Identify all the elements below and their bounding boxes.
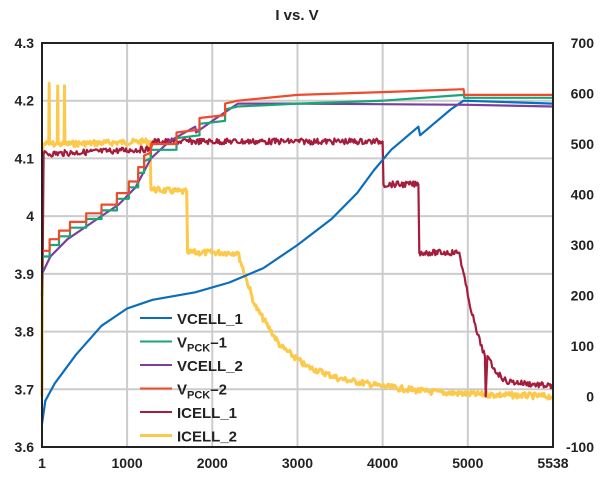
chart-title: I vs. V (275, 7, 318, 24)
y-right-tick-label: 0 (586, 389, 594, 405)
series-line-0 (40, 99, 554, 425)
y-left-tick-label: 3.8 (15, 324, 35, 340)
legend-label: VCELL_1 (177, 311, 243, 328)
y-left-tick-label: 3.7 (15, 381, 35, 397)
series-line-5 (40, 81, 555, 401)
legend-label: ICELL_1 (177, 405, 237, 422)
y-right-tick-label: 600 (571, 86, 595, 102)
y-right-tick-label: 100 (571, 338, 595, 354)
legend-label: VCELL_2 (177, 358, 243, 375)
x-tick-label: 3000 (282, 455, 313, 471)
y-left-tick-label: 3.6 (15, 439, 35, 455)
y-right-tick-label: 700 (571, 35, 595, 51)
y-right-tick-label: 400 (571, 187, 595, 203)
legend-label: VPCK–2 (177, 382, 227, 402)
x-tick-label: 5538 (537, 455, 568, 471)
x-tick-label: 5000 (452, 455, 483, 471)
y-left-tick-label: 3.9 (15, 266, 35, 282)
y-right-tick-label: -100 (566, 439, 594, 455)
y-left-tick-label: 4.1 (15, 150, 35, 166)
legend-label: VPCK–1 (177, 335, 227, 355)
plot-frame (41, 42, 554, 448)
legend-label: ICELL_2 (177, 429, 237, 446)
x-tick-label: 2000 (197, 455, 228, 471)
x-tick-label: 1 (38, 455, 46, 471)
y-left-tick-label: 4 (26, 208, 34, 224)
x-tick-label: 4000 (367, 455, 398, 471)
series-line-3 (42, 88, 553, 252)
y-right-tick-label: 200 (571, 288, 595, 304)
y-left-tick-label: 4.2 (15, 93, 35, 109)
y-right-tick-label: 300 (571, 237, 595, 253)
x-tick-label: 1000 (112, 455, 143, 471)
series-line-4 (40, 137, 554, 398)
y-right-tick-label: 500 (571, 136, 595, 152)
y-left-tick-label: 4.3 (15, 35, 35, 51)
